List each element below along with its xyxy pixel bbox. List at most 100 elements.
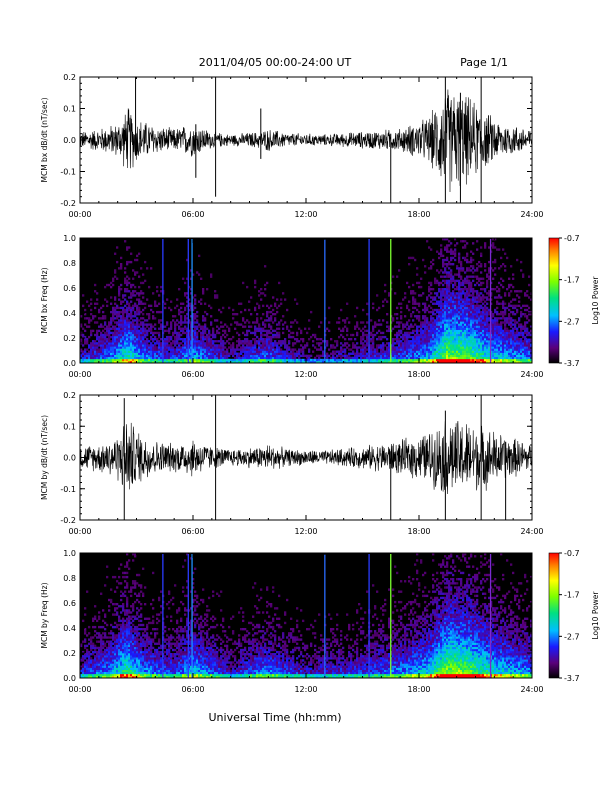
- spectrogram-cell: [428, 285, 431, 289]
- spectrogram-cell: [378, 323, 381, 326]
- spectrogram-cell: [258, 327, 261, 330]
- spectrogram-cell: [520, 348, 523, 351]
- spectrogram-cell: [210, 354, 213, 358]
- spectrogram-cell: [238, 302, 241, 305]
- spectrogram-cell: [130, 360, 133, 364]
- spectrogram-cell: [164, 348, 167, 351]
- spectrogram-cell: [396, 335, 399, 339]
- spectrogram-cell: [476, 354, 479, 358]
- spectrogram-cell: [404, 360, 407, 364]
- spectrogram-cell: [296, 333, 299, 337]
- spectrogram-cell: [472, 292, 475, 295]
- spectrogram-cell: [366, 313, 369, 316]
- spectrogram-cell: [348, 348, 351, 351]
- spectrogram-cell: [448, 313, 451, 316]
- spectrogram-cell: [98, 352, 101, 355]
- spectrogram-cell: [184, 294, 187, 297]
- spectrogram-cell: [100, 360, 103, 364]
- spectrogram-cell: [460, 329, 463, 333]
- spectrogram-cell: [496, 358, 499, 362]
- spectrogram-cell: [452, 338, 455, 341]
- spectrogram-cell: [156, 356, 159, 360]
- spectrogram-cell: [140, 290, 143, 293]
- spectrogram-cell: [446, 246, 449, 249]
- spectrogram-cell: [450, 298, 453, 301]
- spectrogram-cell: [510, 352, 513, 355]
- spectrogram-cell: [126, 331, 129, 335]
- spectrogram-cell: [216, 331, 219, 335]
- spectrogram-cell: [358, 352, 361, 355]
- spectrogram-cell: [254, 346, 257, 349]
- spectrogram-cell: [488, 260, 491, 264]
- spectrogram-cell: [210, 360, 213, 364]
- spectrogram-cell: [258, 323, 261, 326]
- spectrogram-cell: [466, 308, 469, 312]
- spectrogram-cell: [296, 350, 299, 353]
- spectrogram-cell: [284, 356, 287, 360]
- spectrogram-cell: [214, 340, 217, 343]
- x-tick-label: 06:00: [181, 210, 204, 219]
- spectrogram-cell: [460, 240, 463, 243]
- spectrogram-cell: [118, 310, 121, 314]
- spectrogram-cell: [160, 356, 163, 360]
- spectrogram-cell: [522, 350, 525, 353]
- spectrogram-cell: [284, 321, 287, 324]
- spectrogram-cell: [430, 335, 433, 339]
- spectrogram-cell: [114, 308, 117, 312]
- spectrogram-cell: [418, 340, 421, 343]
- spectrogram-cell: [170, 342, 173, 345]
- spectrogram-cell: [392, 346, 395, 349]
- spectrogram-cell: [250, 296, 253, 299]
- spectrogram-cell: [434, 348, 437, 351]
- spectrogram-cell: [460, 338, 463, 341]
- spectrogram-cell: [434, 356, 437, 360]
- spectrogram-cell: [466, 258, 469, 262]
- spectrogram-cell: [512, 352, 515, 355]
- spectrogram-cell: [428, 323, 431, 326]
- spectrogram-cell: [418, 281, 421, 285]
- spectrogram-cell: [452, 356, 455, 360]
- spectrogram-cell: [268, 323, 271, 326]
- spectrogram-cell: [118, 344, 121, 347]
- spectrogram-cell: [450, 294, 453, 297]
- spectrogram-cell: [484, 313, 487, 316]
- spectrogram-cell: [140, 331, 143, 335]
- spectrogram-cell: [466, 254, 469, 258]
- spectrogram-cell: [402, 323, 405, 326]
- spectrogram-cell: [456, 340, 459, 343]
- spectrogram-cell: [442, 319, 445, 322]
- spectrogram-cell: [468, 348, 471, 351]
- spectrogram-cell: [246, 356, 249, 360]
- spectrogram-cell: [236, 358, 239, 362]
- spectrogram-cell: [342, 327, 345, 330]
- spectrogram-cell: [432, 340, 435, 343]
- spectrogram-cell: [254, 327, 257, 330]
- y-axis-label: MCM bx dB/dt (nT/sec): [40, 97, 49, 182]
- spectrogram-cell: [128, 308, 131, 312]
- spectrogram-cell: [340, 356, 343, 360]
- spectrogram-cell: [516, 348, 519, 351]
- spectrogram-cell: [486, 285, 489, 289]
- spectrogram-cell: [232, 344, 235, 347]
- spectrogram-cell: [144, 302, 147, 305]
- spectrogram-cell: [498, 248, 501, 251]
- spectrogram-cell: [468, 346, 471, 349]
- spectrogram-cell: [158, 335, 161, 339]
- spectrogram-cell: [158, 302, 161, 305]
- spectrogram-cell: [412, 306, 415, 310]
- spectrogram-cell: [466, 260, 469, 264]
- spectrogram-cell: [460, 306, 463, 310]
- spectrogram-cell: [150, 323, 153, 326]
- spectrogram-cell: [480, 352, 483, 355]
- spectrogram-cell: [222, 333, 225, 337]
- spectrogram-cell: [188, 360, 191, 364]
- spectrogram-cell: [256, 321, 259, 324]
- spectrogram-cell: [202, 350, 205, 353]
- spectrogram-cell: [476, 308, 479, 312]
- spectrogram-cell: [166, 335, 169, 339]
- spectrogram-cell: [426, 323, 429, 326]
- spectrogram-cell: [470, 288, 473, 291]
- spectrogram-cell: [212, 340, 215, 343]
- spectrogram-cell: [108, 283, 111, 287]
- spectrogram-cell: [430, 325, 433, 328]
